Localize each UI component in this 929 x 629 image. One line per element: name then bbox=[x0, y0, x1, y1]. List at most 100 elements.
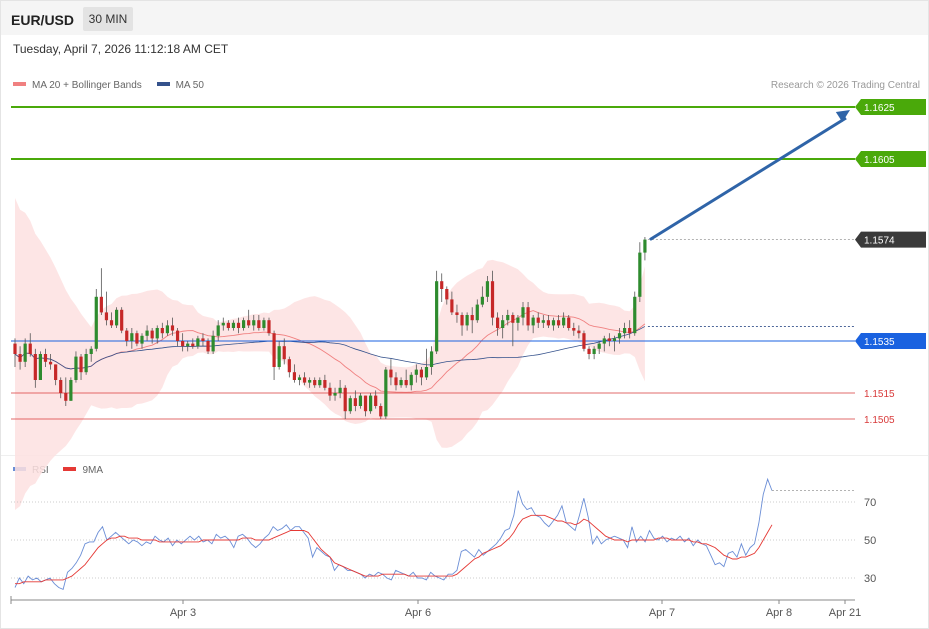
legend-ma50: MA 50 bbox=[156, 80, 204, 91]
candle-body bbox=[282, 346, 286, 360]
candle-body bbox=[155, 328, 159, 339]
candle-body bbox=[374, 395, 378, 406]
candle-body bbox=[28, 343, 32, 354]
candle-body bbox=[450, 299, 454, 313]
candle-body bbox=[292, 372, 296, 380]
candle-body bbox=[358, 395, 363, 406]
candle-body bbox=[48, 361, 53, 365]
candle-body bbox=[419, 369, 423, 378]
candle-body bbox=[206, 341, 210, 352]
candle-body bbox=[226, 322, 230, 328]
candle-body bbox=[475, 304, 479, 321]
candle-body bbox=[13, 343, 17, 354]
candle-body bbox=[470, 315, 474, 321]
candle-body bbox=[521, 307, 525, 318]
candle-body bbox=[582, 333, 586, 349]
candle-body bbox=[99, 296, 103, 313]
candle-body bbox=[277, 346, 281, 367]
candle-body bbox=[252, 320, 256, 326]
candle-body bbox=[74, 356, 78, 380]
level-label-1.1574: 1.1574 bbox=[864, 236, 895, 247]
candle-body bbox=[516, 317, 520, 323]
candle-body bbox=[343, 387, 347, 412]
candle-body bbox=[379, 406, 383, 417]
timeframe-button[interactable]: 30 MIN bbox=[83, 7, 133, 31]
candle-body bbox=[313, 380, 317, 386]
level-tag-1.1625 bbox=[855, 99, 926, 115]
rsi-tick-50: 50 bbox=[864, 535, 876, 547]
projection-arrow-line bbox=[649, 116, 847, 241]
candle-body bbox=[572, 328, 576, 331]
ma50-line bbox=[14, 326, 646, 370]
rsi-line bbox=[14, 477, 773, 591]
candle-body bbox=[485, 281, 490, 297]
x-tick-label-Apr 21: Apr 21 bbox=[829, 607, 861, 619]
candle-body bbox=[496, 317, 500, 328]
candle-body bbox=[348, 398, 352, 412]
candle-body bbox=[460, 315, 464, 326]
candle-body bbox=[526, 307, 530, 326]
candle-body bbox=[89, 348, 93, 354]
candle-body bbox=[424, 367, 429, 378]
x-tick-label-Apr 8: Apr 8 bbox=[766, 607, 792, 619]
candle-body bbox=[333, 393, 337, 396]
candle-body bbox=[506, 315, 510, 321]
candle-body bbox=[318, 380, 322, 386]
candle-body bbox=[272, 333, 276, 367]
candle-body bbox=[612, 338, 617, 341]
candle-body bbox=[69, 380, 73, 401]
candle-body bbox=[399, 380, 403, 386]
candle-body bbox=[59, 380, 63, 393]
symbol-label: EUR/USD bbox=[11, 12, 75, 28]
candle-body bbox=[297, 377, 302, 380]
candle-body bbox=[236, 322, 241, 328]
candle-body bbox=[211, 335, 215, 352]
candle-body bbox=[160, 328, 164, 334]
candle-body bbox=[409, 374, 413, 386]
candle-body bbox=[465, 315, 469, 326]
candle-body bbox=[302, 377, 307, 383]
candle-body bbox=[94, 296, 98, 349]
candle-body bbox=[175, 330, 180, 341]
candle-body bbox=[186, 343, 190, 347]
candle-body bbox=[501, 320, 505, 328]
candle-body bbox=[455, 312, 459, 315]
candle-body bbox=[562, 317, 566, 326]
candle-body bbox=[145, 330, 149, 336]
candle-body bbox=[64, 393, 68, 401]
candle-body bbox=[125, 330, 129, 341]
candle-body bbox=[181, 341, 185, 347]
candle-body bbox=[536, 317, 540, 323]
candle-body bbox=[643, 239, 647, 253]
candle-body bbox=[394, 377, 398, 386]
candle-body bbox=[216, 325, 220, 336]
candle-body bbox=[567, 317, 571, 328]
candle-body bbox=[18, 354, 22, 362]
legend-rsi-ma-label: 9MA bbox=[82, 465, 104, 476]
level-tag-1.1535 bbox=[855, 333, 926, 349]
candle-body bbox=[638, 252, 642, 297]
candle-body bbox=[287, 359, 291, 373]
ma20-swatch bbox=[13, 82, 26, 87]
candle-body bbox=[389, 369, 393, 378]
candle-body bbox=[308, 380, 312, 383]
candle-body bbox=[242, 320, 246, 328]
legend-rsi-ma: 9MA bbox=[63, 465, 103, 476]
candle-body bbox=[369, 395, 373, 412]
candle-body bbox=[328, 387, 332, 396]
candle-body bbox=[440, 281, 444, 289]
candle-body bbox=[140, 335, 144, 344]
candle-body bbox=[556, 320, 561, 326]
candle-body bbox=[247, 320, 251, 326]
candle-body bbox=[262, 320, 266, 328]
candle-body bbox=[541, 320, 545, 323]
candle-body bbox=[633, 296, 637, 334]
candle-body bbox=[617, 333, 622, 339]
candle-body bbox=[54, 364, 58, 380]
candle-body bbox=[607, 338, 611, 341]
level-label-1.1515: 1.1515 bbox=[864, 389, 895, 400]
x-tick-label-Apr 6: Apr 6 bbox=[405, 607, 431, 619]
candle-body bbox=[384, 369, 388, 417]
candle-body bbox=[602, 338, 606, 344]
